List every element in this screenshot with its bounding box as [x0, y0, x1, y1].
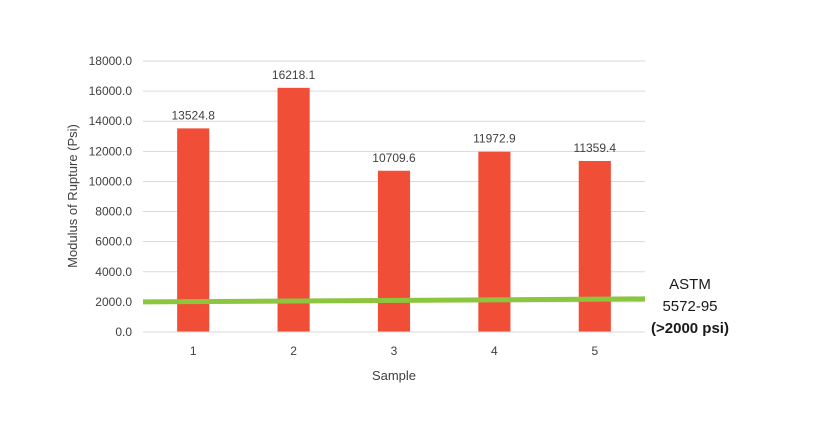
x-tick-label: 5	[591, 344, 598, 358]
x-tick-label: 4	[491, 344, 498, 358]
bar	[478, 151, 511, 332]
bar	[177, 128, 210, 332]
y-axis-title: Modulus of Rupture (Psi)	[65, 124, 80, 268]
bar	[578, 160, 611, 332]
data-label: 13524.8	[172, 108, 216, 122]
bar	[377, 170, 411, 332]
data-labels: 13524.8 16218.1 10709.6 11972.9 11359.4	[172, 68, 617, 165]
y-tick-label: 4000.0	[95, 265, 132, 279]
x-tick-label: 3	[391, 344, 398, 358]
bars	[177, 87, 611, 333]
data-label: 11972.9	[473, 132, 516, 146]
y-tick-label: 16000.0	[89, 84, 133, 98]
y-tick-label: 12000.0	[89, 144, 133, 158]
data-label: 11359.4	[574, 141, 617, 155]
x-tick-label: 1	[190, 344, 197, 358]
y-tick-label: 8000.0	[95, 205, 132, 219]
reference-label-line-1: ASTM	[669, 276, 711, 293]
x-axis-ticks: 1 2 3 4 5	[190, 344, 599, 358]
data-label: 10709.6	[372, 151, 416, 165]
x-axis-title: Sample	[372, 368, 416, 383]
y-tick-label: 18000.0	[89, 54, 133, 68]
reference-label-line-3: (>2000 psi)	[651, 320, 729, 337]
reference-label-line-2: 5572-95	[662, 298, 717, 315]
y-tick-label: 0.0	[115, 325, 132, 339]
y-tick-label: 14000.0	[89, 114, 133, 128]
y-tick-label: 6000.0	[95, 235, 132, 249]
y-tick-label: 2000.0	[95, 295, 132, 309]
y-tick-label: 10000.0	[89, 174, 133, 188]
data-label: 16218.1	[272, 68, 316, 82]
y-axis-ticks: 0.0 2000.0 4000.0 6000.0 8000.0 10000.0 12000.…	[89, 54, 133, 339]
bar	[277, 87, 310, 333]
astm-reference-line	[142, 296, 646, 305]
x-tick-label: 2	[290, 344, 297, 358]
